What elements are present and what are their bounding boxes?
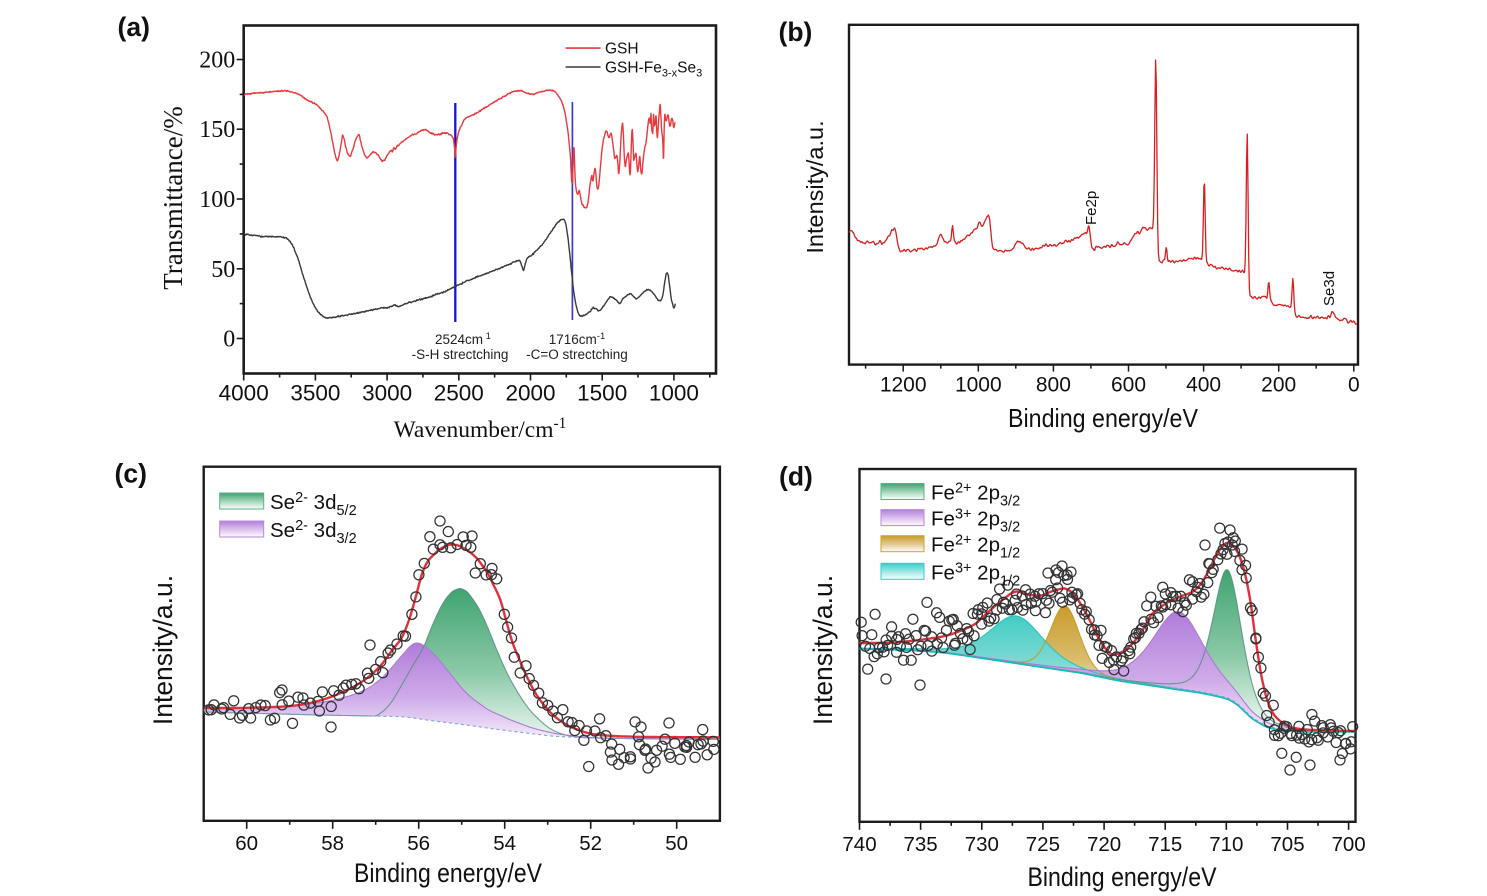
- svg-text:3000: 3000: [362, 381, 412, 406]
- svg-text:700: 700: [1331, 833, 1365, 856]
- svg-text:50: 50: [665, 832, 688, 855]
- svg-text:Intensity/a.u.: Intensity/a.u.: [802, 120, 828, 253]
- svg-text:52: 52: [579, 832, 602, 855]
- svg-text:2000: 2000: [505, 381, 555, 406]
- svg-text:Transmittance/%: Transmittance/%: [158, 106, 188, 289]
- svg-text:Fe2p: Fe2p: [1083, 191, 1100, 225]
- svg-text:725: 725: [1026, 833, 1060, 856]
- svg-text:-C=O strectching: -C=O strectching: [526, 347, 628, 362]
- svg-text:1000: 1000: [955, 373, 1002, 396]
- svg-text:710: 710: [1209, 833, 1243, 856]
- svg-text:Intensity/a.u.: Intensity/a.u.: [808, 575, 838, 725]
- svg-text:Binding energy/eV: Binding energy/eV: [354, 858, 542, 888]
- svg-text:715: 715: [1148, 833, 1182, 856]
- svg-text:GSH-Fe3-xSe3: GSH-Fe3-xSe3: [605, 60, 702, 80]
- svg-text:800: 800: [1036, 373, 1071, 396]
- svg-text:Se3d: Se3d: [1321, 271, 1338, 306]
- svg-text:54: 54: [493, 832, 516, 855]
- svg-text:740: 740: [842, 833, 876, 856]
- svg-text:1500: 1500: [577, 381, 627, 406]
- svg-text:730: 730: [965, 833, 999, 856]
- svg-text:(a): (a): [118, 12, 150, 42]
- svg-text:0: 0: [223, 327, 235, 353]
- svg-text:(d): (d): [779, 462, 813, 492]
- svg-text:-S-H strectching: -S-H strectching: [412, 347, 509, 362]
- svg-text:0: 0: [1348, 373, 1360, 396]
- svg-text:150: 150: [199, 117, 235, 143]
- svg-text:(b): (b): [779, 17, 813, 47]
- svg-text:Binding energy/eV: Binding energy/eV: [1008, 403, 1199, 433]
- svg-text:Wavenumber/cm-1: Wavenumber/cm-1: [394, 415, 567, 443]
- svg-text:100: 100: [199, 187, 235, 213]
- svg-text:4000: 4000: [219, 381, 269, 406]
- svg-text:200: 200: [199, 48, 235, 74]
- svg-text:1200: 1200: [880, 373, 927, 396]
- svg-text:58: 58: [321, 832, 344, 855]
- svg-text:1000: 1000: [649, 381, 699, 406]
- svg-text:705: 705: [1270, 833, 1304, 856]
- svg-text:735: 735: [903, 833, 937, 856]
- svg-text:(c): (c): [115, 459, 147, 489]
- svg-text:Intensity/a.u.: Intensity/a.u.: [148, 575, 178, 725]
- svg-text:3500: 3500: [290, 381, 340, 406]
- svg-text:Binding energy/eV: Binding energy/eV: [1028, 862, 1217, 892]
- svg-text:1716cm-1: 1716cm-1: [549, 331, 605, 347]
- svg-text:56: 56: [407, 832, 430, 855]
- svg-text:400: 400: [1186, 373, 1221, 396]
- svg-text:GSH: GSH: [605, 41, 639, 58]
- svg-text:50: 50: [211, 257, 235, 283]
- svg-text:600: 600: [1111, 373, 1146, 396]
- svg-text:2500: 2500: [434, 381, 484, 406]
- svg-text:200: 200: [1261, 373, 1296, 396]
- svg-text:720: 720: [1087, 833, 1121, 856]
- svg-text:60: 60: [235, 832, 258, 855]
- svg-text:2524cm 1: 2524cm 1: [435, 331, 491, 347]
